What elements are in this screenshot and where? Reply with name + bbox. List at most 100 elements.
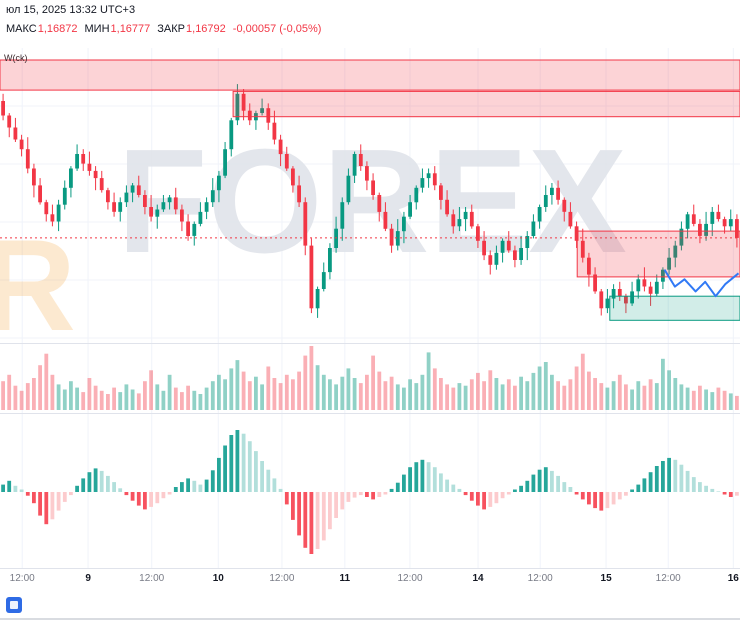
macd-histogram-bar: [414, 462, 419, 492]
volume-bar: [593, 378, 597, 410]
candle-body: [451, 214, 456, 227]
macd-histogram-bar: [235, 430, 240, 492]
candle-body: [722, 219, 727, 227]
candle-body: [500, 240, 505, 253]
macd-histogram-bar: [87, 472, 92, 492]
candles-layer: [1, 84, 739, 318]
broker-logo-icon[interactable]: [6, 597, 22, 613]
grid-layer: [0, 48, 740, 568]
candle-body: [531, 221, 536, 236]
macd-histogram-bar: [365, 492, 369, 497]
volume-bar: [519, 376, 523, 410]
price-chart-canvas[interactable]: R FOREX 12:00 9 12:00 10 12:00 11 12:00 14 12:00 15…: [0, 0, 740, 592]
candle-body: [580, 240, 585, 258]
x-axis-label: 16: [728, 573, 740, 584]
volume-bar: [661, 358, 665, 410]
candle-body: [75, 154, 79, 169]
x-axis-label: 12:00: [656, 573, 681, 584]
volume-bar: [704, 389, 708, 410]
candle-body: [93, 170, 98, 179]
volume-bar: [525, 381, 530, 410]
volume-bar: [112, 387, 116, 410]
candle-body: [346, 175, 351, 203]
macd-histogram-bar: [568, 487, 573, 492]
volume-bar: [710, 392, 715, 410]
candle-body: [25, 149, 30, 169]
candle-body: [488, 255, 493, 265]
volume-bar: [266, 366, 271, 410]
volume-bar: [426, 352, 431, 410]
volume-bar: [673, 378, 678, 410]
candle-body: [543, 195, 548, 207]
macd-histogram-bar: [340, 492, 345, 510]
candle-body: [414, 187, 419, 203]
candle-body: [278, 139, 283, 155]
zones-layer: [0, 59, 740, 321]
volume-bar: [568, 379, 573, 410]
candle-body: [457, 219, 462, 227]
bottom-bar: [0, 592, 740, 620]
candle-body: [136, 185, 141, 195]
candle-body: [562, 199, 567, 212]
candle-body: [605, 298, 610, 309]
volume-bar: [648, 379, 653, 410]
macd-histogram-bar: [50, 492, 55, 520]
candle-body: [685, 214, 690, 229]
volume-bar: [642, 385, 647, 410]
candle-body: [241, 93, 246, 111]
macd-histogram-bar: [722, 492, 727, 495]
candle-body: [593, 274, 597, 292]
volume-bar: [93, 385, 98, 410]
volume-bar: [371, 355, 375, 410]
macd-histogram-bar: [587, 492, 591, 505]
macd-histogram-bar: [272, 478, 277, 492]
volume-bar: [414, 383, 419, 410]
volume-bar: [44, 353, 49, 410]
volume-bar: [328, 379, 332, 410]
macd-histogram-bar: [580, 492, 585, 500]
volume-bar: [488, 370, 493, 410]
volume-bar: [691, 390, 696, 410]
macd-histogram-bar: [124, 492, 129, 496]
macd-histogram-bar: [93, 468, 98, 492]
x-axis-label: 11: [340, 573, 351, 584]
supply-zone: [232, 90, 740, 118]
macd-histogram-bar: [192, 480, 197, 492]
candle-body: [556, 187, 560, 200]
volume-bar: [161, 390, 166, 410]
candle-body: [291, 168, 295, 186]
macd-histogram-bar: [704, 485, 708, 492]
candle-body: [186, 221, 190, 236]
macd-histogram-bar: [482, 492, 486, 510]
volume-bar: [173, 387, 178, 410]
volume-bar: [482, 381, 486, 410]
low-value: 1,16777: [110, 23, 151, 36]
candle-body: [173, 197, 178, 210]
macd-histogram-bar: [562, 482, 567, 492]
candle-body: [617, 289, 622, 297]
candle-body: [519, 248, 523, 260]
volume-bar: [19, 390, 24, 410]
volume-bar: [395, 384, 400, 410]
candle-body: [673, 245, 678, 258]
macd-histogram-bar: [334, 492, 338, 518]
volume-bar: [223, 379, 227, 410]
candle-body: [161, 202, 166, 210]
volume-bar: [235, 360, 240, 410]
candle-body: [432, 173, 437, 186]
macd-histogram-bar: [75, 485, 79, 492]
volume-bar: [87, 378, 92, 410]
macd-histogram-bar: [457, 488, 462, 492]
candle-body: [44, 202, 49, 215]
volume-bar: [624, 384, 628, 410]
candle-body: [698, 223, 702, 236]
macd-histogram-bar: [469, 492, 474, 501]
candle-body: [654, 281, 659, 294]
candle-body: [130, 185, 135, 193]
volume-bar: [303, 355, 308, 410]
candle-body: [587, 257, 591, 275]
volume-bar: [340, 376, 345, 410]
volume-bar: [143, 381, 147, 410]
volume-bar: [192, 390, 197, 410]
volume-bar: [210, 381, 215, 410]
